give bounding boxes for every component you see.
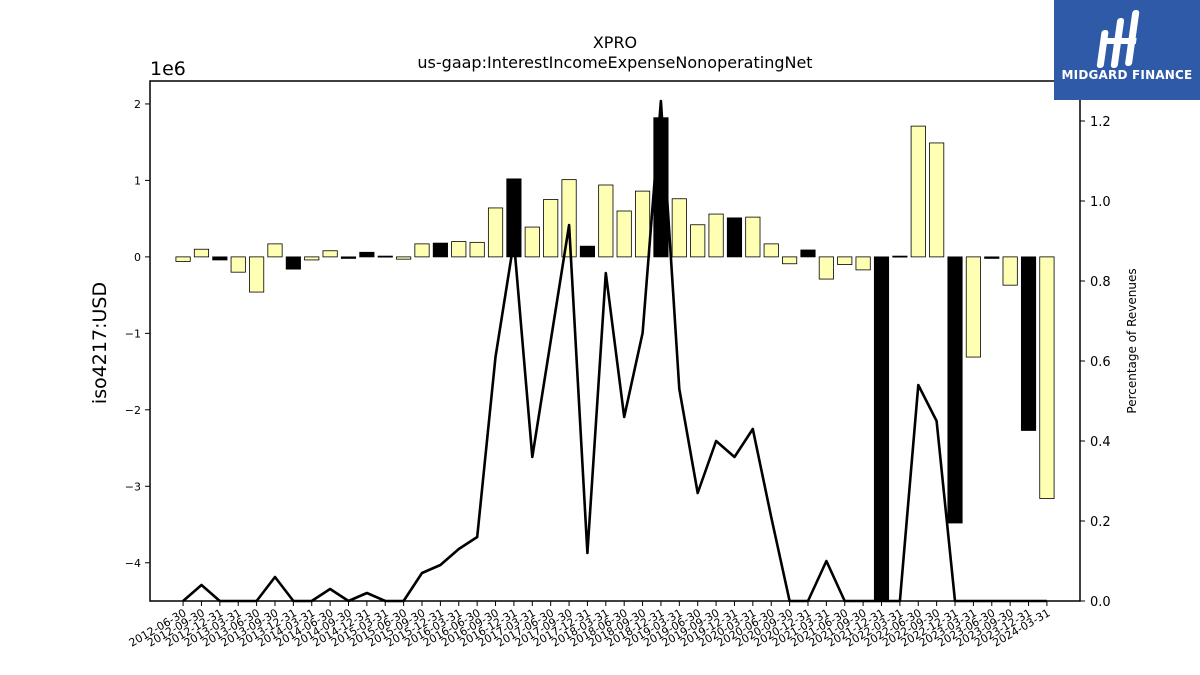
- bar-2019-06-30: [690, 224, 706, 258]
- bar-2020-03-31: [745, 216, 761, 258]
- bar-2016-12-31: [506, 178, 522, 258]
- bar-2014-03-31: [304, 256, 320, 261]
- y-axis-label: iso4217:USD: [89, 282, 111, 404]
- brand-logo: MIDGARD FINANCE: [1054, 0, 1200, 100]
- y-tick-label: −3: [125, 480, 141, 493]
- midgard-logo-icon: [1096, 10, 1140, 68]
- y-tick-label: 2: [134, 98, 141, 111]
- chart-subtitle: us-gaap:InterestIncomeExpenseNonoperatin…: [417, 53, 812, 72]
- bar-2018-06-30: [616, 210, 632, 258]
- bar-2016-06-30: [469, 241, 485, 258]
- bar-2022-12-31: [947, 256, 963, 524]
- bar-2015-06-30: [396, 256, 412, 260]
- y2-tick-label: 0.4: [1090, 435, 1111, 450]
- percentage-line: [182, 99, 1047, 603]
- bars: [175, 117, 1055, 602]
- bar-2021-03-31: [818, 256, 834, 280]
- bar-2018-09-30: [635, 190, 651, 258]
- y-tick-label: 1: [134, 174, 141, 187]
- plot-frame: [149, 80, 1081, 602]
- bar-2013-09-30: [267, 243, 283, 258]
- bar-2023-03-31: [965, 256, 981, 358]
- y-tick-label: −1: [125, 327, 141, 340]
- chart-title: XPRO: [593, 33, 637, 52]
- bar-2019-09-30: [708, 213, 724, 258]
- bar-2015-03-31: [377, 255, 393, 258]
- bar-2013-03-31: [230, 256, 246, 273]
- bar-2012-09-30: [193, 248, 210, 258]
- bar-2014-12-31: [359, 251, 375, 258]
- y2-tick-label: 0.8: [1090, 275, 1111, 290]
- x-axis: 2012-06-302012-09-302012-12-312013-03-31…: [127, 601, 1052, 650]
- bar-2012-06-30: [175, 256, 191, 262]
- bar-2017-12-31: [579, 245, 595, 258]
- bar-2023-06-30: [984, 256, 1000, 259]
- bar-2023-09-30: [1002, 256, 1018, 286]
- bar-2019-03-31: [671, 198, 687, 258]
- bar-2021-09-30: [855, 256, 871, 271]
- bar-2017-09-30: [561, 179, 577, 258]
- bar-2022-06-30: [910, 125, 926, 258]
- bar-2020-06-30: [763, 243, 779, 258]
- left-axis: −4 −3 −2 −1 0 1 2: [125, 98, 150, 570]
- bar-2017-03-31: [524, 226, 540, 258]
- bar-2014-09-30: [340, 256, 357, 259]
- y2-tick-label: 0.0: [1090, 595, 1111, 610]
- logo-text: MIDGARD FINANCE: [1061, 68, 1193, 82]
- bar-2019-12-31: [726, 217, 743, 258]
- bar-2013-06-30: [249, 256, 265, 293]
- bar-2014-06-30: [322, 250, 338, 258]
- bar-2022-03-31: [892, 255, 908, 258]
- bar-2013-12-31: [285, 256, 301, 270]
- bar-2024-03-31: [1039, 256, 1055, 499]
- y2-tick-label: 1.0: [1090, 195, 1111, 210]
- y2-tick-label: 0.2: [1090, 515, 1111, 530]
- right-axis: 0.0 0.2 0.4 0.6 0.8 1.0 1.2: [1080, 115, 1111, 610]
- bar-2016-03-31: [451, 241, 467, 258]
- y2-tick-label: 0.6: [1090, 355, 1111, 370]
- y2-axis-label: Percentage of Revenues: [1125, 268, 1139, 413]
- y-tick-label: −2: [125, 404, 141, 417]
- bar-2016-09-30: [487, 207, 504, 258]
- bar-2021-12-31: [873, 256, 890, 602]
- bar-2022-09-30: [929, 142, 945, 258]
- bar-2015-09-30: [414, 243, 430, 258]
- y2-tick-label: 1.2: [1090, 115, 1111, 130]
- bar-2021-06-30: [837, 256, 853, 265]
- bar-2015-12-31: [432, 242, 448, 258]
- bar-2023-12-31: [1020, 256, 1037, 431]
- y-tick-label: 0: [134, 251, 141, 264]
- bar-2017-06-30: [543, 199, 559, 258]
- bar-2020-09-30: [782, 256, 798, 265]
- axis-offset-label: 1e6: [150, 58, 186, 80]
- bar-2018-03-31: [598, 184, 614, 258]
- y-tick-label: −4: [125, 557, 141, 570]
- bar-2020-12-31: [800, 249, 816, 258]
- bar-2012-12-31: [212, 256, 228, 261]
- percentage-line-layer: [182, 99, 1047, 603]
